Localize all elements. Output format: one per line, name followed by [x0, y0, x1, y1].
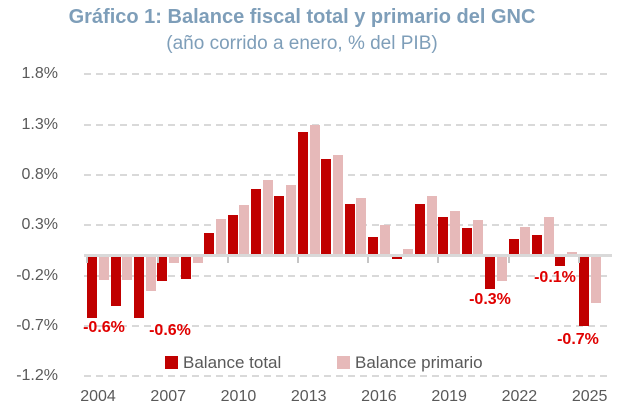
bar-balance-primario-2005 — [122, 255, 133, 280]
bar-balance-primario-2018 — [426, 196, 437, 256]
bar-balance-total-2006 — [134, 255, 145, 318]
bar-balance-total-2010 — [227, 215, 238, 256]
bar-balance-primario-2008 — [192, 255, 203, 263]
x-axis-label: 2025 — [571, 388, 608, 405]
data-label-2006: -0.6% — [149, 322, 191, 339]
data-label-2025: -0.7% — [557, 331, 599, 348]
bar-balance-total-2007 — [157, 255, 168, 281]
bar-balance-primario-2019 — [450, 211, 461, 256]
gridline — [84, 375, 612, 378]
y-axis-label: 1.8% — [21, 65, 58, 83]
axis-tick — [296, 256, 299, 263]
axis-tick — [86, 256, 89, 263]
bar-balance-total-2015 — [344, 204, 355, 256]
bar-balance-primario-2024 — [567, 252, 578, 256]
chart-title: Gráfico 1: Balance fiscal total y primar… — [68, 6, 536, 28]
y-axis-label: 1.3% — [21, 115, 58, 133]
axis-tick — [507, 256, 510, 263]
data-label-2021: -0.3% — [469, 291, 511, 308]
bar-balance-primario-2007 — [169, 255, 180, 263]
bar-balance-total-2005 — [110, 255, 121, 306]
data-label-2024: -0.1% — [534, 269, 576, 286]
legend-label-balance-primario: Balance primario — [355, 353, 483, 372]
y-axis-label: -0.7% — [16, 316, 58, 334]
axis-tick — [577, 256, 580, 263]
bar-balance-primario-2021 — [496, 255, 507, 281]
bar-balance-primario-2015 — [356, 198, 367, 256]
bar-balance-primario-2017 — [403, 249, 414, 256]
x-axis-label: 2004 — [80, 388, 116, 405]
bar-balance-total-2022 — [508, 239, 519, 256]
bar-balance-primario-2014 — [333, 154, 343, 256]
data-label-2004: -0.6% — [83, 319, 125, 336]
bar-balance-total-2024 — [555, 255, 566, 266]
legend-swatch-balance-total — [165, 356, 178, 369]
legend-label-balance-total: Balance total — [183, 353, 282, 372]
bar-balance-primario-2020 — [473, 220, 484, 256]
bar-balance-total-2021 — [485, 255, 496, 289]
x-axis-label: 2010 — [220, 388, 257, 405]
y-axis-label: -0.2% — [16, 266, 58, 284]
bar-balance-primario-2016 — [379, 225, 390, 256]
bar-balance-total-2009 — [204, 233, 215, 256]
x-axis-label: 2007 — [150, 388, 187, 405]
bar-balance-primario-2006 — [145, 255, 156, 291]
bar-balance-total-2025 — [578, 255, 589, 326]
axis-tick — [367, 256, 370, 263]
bar-balance-total-2018 — [414, 204, 425, 256]
axis-tick — [156, 256, 159, 263]
x-axis-label: 2016 — [361, 388, 397, 405]
bar-balance-primario-2011 — [262, 179, 273, 256]
gridline — [84, 324, 612, 327]
y-axis-label: -1.2% — [16, 367, 58, 385]
y-axis-label: 0.3% — [21, 216, 58, 234]
gridline — [84, 274, 612, 277]
bar-balance-total-2020 — [461, 228, 472, 256]
x-axis-label: 2019 — [431, 388, 467, 405]
bar-balance-total-2017 — [391, 255, 402, 259]
bar-balance-primario-2010 — [239, 205, 250, 256]
chart-subtitle: (año corrido a enero, % del PIB) — [166, 33, 438, 54]
zero-axis-line — [84, 254, 612, 257]
bar-balance-total-2011 — [251, 189, 262, 256]
bar-balance-total-2014 — [321, 158, 332, 256]
axis-tick — [437, 256, 440, 263]
bar-balance-total-2004 — [87, 255, 98, 318]
bar-balance-total-2023 — [531, 235, 542, 256]
bar-balance-primario-2012 — [286, 185, 297, 256]
gridline — [84, 123, 612, 126]
bar-balance-total-2012 — [274, 196, 285, 256]
bar-balance-primario-2013 — [309, 124, 320, 256]
bar-balance-primario-2025 — [590, 255, 601, 303]
bar-balance-primario-2023 — [543, 217, 554, 256]
legend-swatch-balance-primario — [337, 356, 350, 369]
bar-balance-total-2013 — [297, 131, 308, 256]
bar-balance-primario-2004 — [98, 255, 109, 280]
bar-balance-total-2016 — [368, 237, 379, 256]
gridline — [84, 73, 612, 76]
bar-balance-primario-2022 — [520, 227, 531, 256]
x-axis-label: 2013 — [290, 388, 327, 405]
gridline — [84, 173, 612, 176]
axis-tick — [226, 256, 229, 263]
bar-balance-total-2019 — [438, 217, 449, 256]
y-axis-label: 0.8% — [21, 165, 58, 183]
bar-balance-primario-2009 — [215, 219, 226, 256]
bar-balance-total-2008 — [180, 255, 191, 279]
x-axis-label: 2022 — [501, 388, 538, 405]
